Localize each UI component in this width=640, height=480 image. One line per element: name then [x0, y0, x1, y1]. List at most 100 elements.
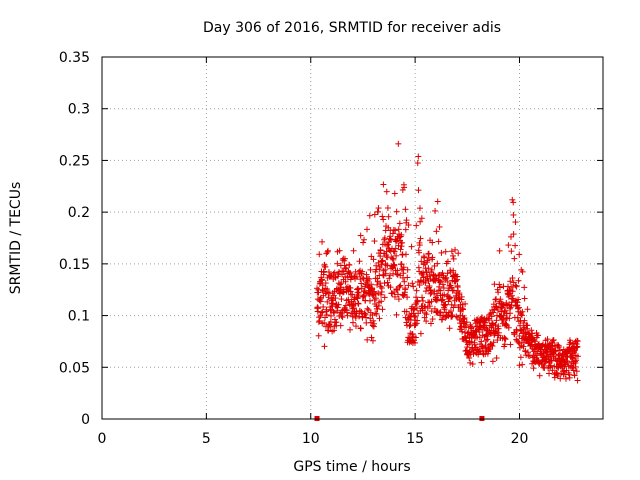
data-point [327, 323, 334, 330]
data-point [487, 310, 494, 317]
data-point [362, 311, 369, 318]
data-point [396, 283, 403, 290]
data-point [353, 273, 360, 280]
y-tick-label: 0 [81, 412, 90, 428]
data-point [496, 281, 503, 288]
data-point [395, 140, 402, 147]
data-point [325, 294, 332, 301]
data-point [377, 253, 384, 260]
data-point [319, 238, 326, 245]
data-point [378, 298, 385, 305]
data-point [396, 220, 403, 227]
data-point [435, 238, 442, 245]
data-point [490, 309, 497, 316]
data-point [428, 289, 435, 296]
data-point [416, 242, 423, 249]
data-point [566, 371, 573, 378]
data-point [444, 270, 451, 277]
y-tick-label: 0.15 [59, 257, 90, 273]
data-point [557, 347, 564, 354]
data-point [400, 264, 407, 271]
data-point [445, 312, 452, 319]
data-point [446, 294, 453, 301]
data-point [339, 267, 346, 274]
data-point [448, 284, 455, 291]
data-point [413, 305, 420, 312]
data-point [337, 281, 344, 288]
data-point [317, 312, 324, 319]
data-point [512, 282, 519, 289]
data-point [572, 363, 579, 370]
data-point [406, 323, 413, 330]
data-point [332, 274, 339, 281]
data-point [390, 256, 397, 263]
data-point [524, 322, 531, 329]
data-point [422, 288, 429, 295]
data-point [373, 310, 380, 317]
data-point [371, 320, 378, 327]
data-point [363, 314, 370, 321]
data-point [385, 213, 392, 220]
data-point [439, 316, 446, 323]
data-point [437, 309, 444, 316]
data-point [422, 309, 429, 316]
data-point [549, 367, 556, 374]
data-point [344, 309, 351, 316]
data-point [347, 326, 354, 333]
data-point [355, 300, 362, 307]
y-axis-label: SRMTID / TECUs [8, 182, 24, 295]
data-point [354, 295, 361, 302]
data-point [434, 198, 441, 205]
data-point [393, 311, 400, 318]
data-point [451, 302, 458, 309]
data-point [401, 184, 408, 191]
data-point [509, 274, 516, 281]
data-point [368, 281, 375, 288]
data-point [502, 336, 509, 343]
data-point [570, 367, 577, 374]
y-tick-label: 0.3 [68, 102, 90, 118]
data-point [337, 322, 344, 329]
data-point [440, 285, 447, 292]
data-point [346, 262, 353, 269]
data-point [395, 242, 402, 249]
data-point [574, 338, 581, 345]
x-tick-label: 20 [511, 431, 529, 447]
data-point [403, 308, 410, 315]
data-point [505, 242, 512, 249]
data-point [427, 320, 434, 327]
data-point [315, 332, 322, 339]
data-point [429, 239, 436, 246]
data-point [372, 310, 379, 317]
data-point [420, 261, 427, 268]
y-tick-label: 0.1 [68, 309, 90, 325]
data-point [505, 324, 512, 331]
data-point [413, 287, 420, 294]
data-point [556, 343, 563, 350]
data-point [320, 303, 327, 310]
data-point [434, 290, 441, 297]
data-point [488, 313, 495, 320]
data-point [429, 316, 436, 323]
data-point [430, 271, 437, 278]
data-point [322, 280, 329, 287]
data-point [436, 283, 443, 290]
data-point [497, 296, 504, 303]
data-point [443, 275, 450, 282]
data-point [514, 299, 521, 306]
data-point [347, 269, 354, 276]
data-point [379, 213, 386, 220]
data-point [446, 325, 453, 332]
data-point [358, 280, 365, 287]
data-point [482, 337, 489, 344]
data-point [395, 296, 402, 303]
data-point [516, 304, 523, 311]
data-point [434, 260, 441, 267]
data-point [489, 358, 496, 365]
data-point [442, 301, 449, 308]
data-point [508, 248, 515, 255]
data-point [571, 372, 578, 379]
data-point [334, 260, 341, 267]
data-point [418, 270, 425, 277]
data-point [403, 319, 410, 326]
